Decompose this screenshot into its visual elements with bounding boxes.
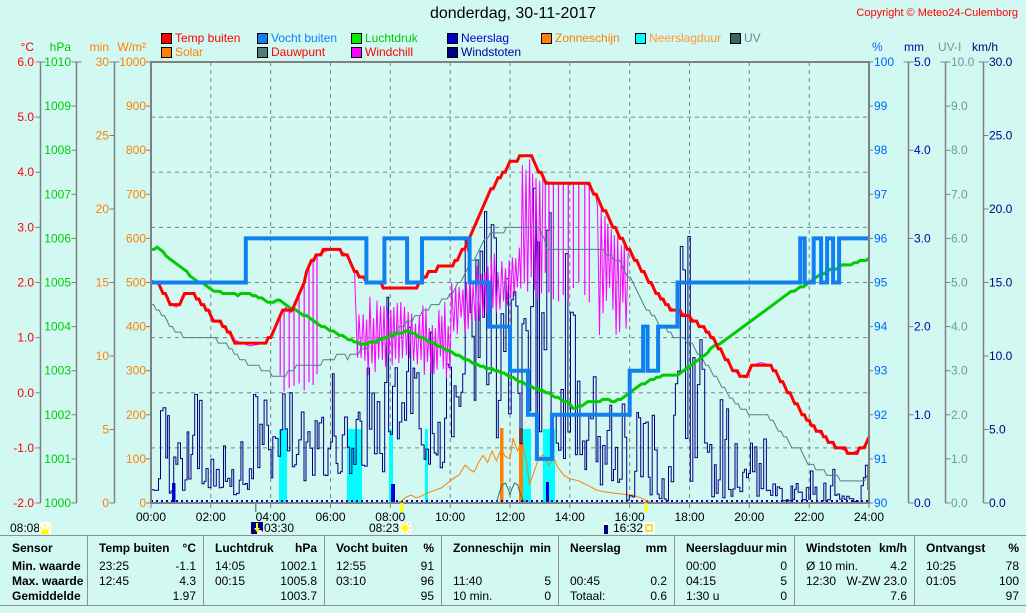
- svg-text:16:00: 16:00: [615, 510, 645, 524]
- svg-text:93: 93: [874, 364, 888, 378]
- svg-text:9.0: 9.0: [951, 99, 968, 113]
- svg-text:92: 92: [874, 408, 888, 422]
- svg-text:24:00: 24:00: [854, 510, 884, 524]
- svg-text:6.0: 6.0: [951, 231, 968, 245]
- svg-text:900: 900: [126, 99, 146, 113]
- svg-text:0: 0: [102, 496, 109, 510]
- svg-text:0.0: 0.0: [17, 386, 34, 400]
- svg-text:0: 0: [139, 496, 146, 510]
- svg-text:98: 98: [874, 143, 888, 157]
- svg-text:4.0: 4.0: [17, 165, 34, 179]
- svg-text:1010: 1010: [44, 55, 71, 69]
- svg-text:30: 30: [96, 55, 110, 69]
- svg-text:8.0: 8.0: [951, 143, 968, 157]
- svg-text:500: 500: [126, 276, 146, 290]
- svg-text:3.0: 3.0: [17, 220, 34, 234]
- svg-text:1002: 1002: [44, 408, 71, 422]
- svg-text:1003: 1003: [44, 364, 71, 378]
- svg-text:3.0: 3.0: [914, 231, 931, 245]
- svg-text:15.0: 15.0: [989, 276, 1013, 290]
- svg-text:25.0: 25.0: [989, 129, 1013, 143]
- svg-text:1006: 1006: [44, 231, 71, 245]
- svg-text:400: 400: [126, 320, 146, 334]
- svg-text:200: 200: [126, 408, 146, 422]
- svg-text:1009: 1009: [44, 99, 71, 113]
- svg-text:1.0: 1.0: [951, 452, 968, 466]
- svg-text:5.0: 5.0: [989, 423, 1006, 437]
- svg-text:300: 300: [126, 364, 146, 378]
- svg-text:22:00: 22:00: [794, 510, 824, 524]
- svg-text:1007: 1007: [44, 187, 71, 201]
- svg-text:14:00: 14:00: [555, 510, 585, 524]
- svg-text:100: 100: [874, 55, 894, 69]
- svg-text:1008: 1008: [44, 143, 71, 157]
- svg-text:12:00: 12:00: [495, 510, 525, 524]
- svg-text:6.0: 6.0: [17, 55, 34, 69]
- svg-text:1004: 1004: [44, 320, 71, 334]
- svg-text:1.0: 1.0: [914, 408, 931, 422]
- svg-text:99: 99: [874, 99, 888, 113]
- svg-text:20: 20: [96, 202, 110, 216]
- svg-text:5.0: 5.0: [951, 276, 968, 290]
- svg-text:700: 700: [126, 187, 146, 201]
- svg-text:1.0: 1.0: [17, 331, 34, 345]
- svg-text:2.0: 2.0: [914, 320, 931, 334]
- svg-text:-2.0: -2.0: [13, 496, 34, 510]
- svg-text:06:00: 06:00: [315, 510, 345, 524]
- svg-text:1001: 1001: [44, 452, 71, 466]
- svg-text:4.0: 4.0: [914, 143, 931, 157]
- svg-text:02:00: 02:00: [196, 510, 226, 524]
- svg-text:4.0: 4.0: [951, 320, 968, 334]
- svg-text:2.0: 2.0: [17, 276, 34, 290]
- svg-text:0.0: 0.0: [989, 496, 1006, 510]
- svg-text:2.0: 2.0: [951, 408, 968, 422]
- svg-text:1000: 1000: [44, 496, 71, 510]
- svg-text:5.0: 5.0: [914, 55, 931, 69]
- svg-text:91: 91: [874, 452, 888, 466]
- svg-text:800: 800: [126, 143, 146, 157]
- svg-text:97: 97: [874, 187, 888, 201]
- svg-text:100: 100: [126, 452, 146, 466]
- svg-text:25: 25: [96, 129, 110, 143]
- svg-text:10.0: 10.0: [989, 349, 1013, 363]
- svg-text:3.0: 3.0: [951, 364, 968, 378]
- svg-text:0.0: 0.0: [951, 496, 968, 510]
- svg-text:20:00: 20:00: [734, 510, 764, 524]
- svg-text:-1.0: -1.0: [13, 441, 34, 455]
- svg-text:5.0: 5.0: [17, 110, 34, 124]
- svg-text:1005: 1005: [44, 276, 71, 290]
- svg-text:600: 600: [126, 231, 146, 245]
- svg-text:04:00: 04:00: [256, 510, 286, 524]
- svg-text:08:00: 08:00: [375, 510, 405, 524]
- svg-text:94: 94: [874, 320, 888, 334]
- svg-text:5: 5: [102, 423, 109, 437]
- svg-text:90: 90: [874, 496, 888, 510]
- svg-text:10.0: 10.0: [951, 55, 975, 69]
- svg-text:00:00: 00:00: [136, 510, 166, 524]
- svg-text:0.0: 0.0: [914, 496, 931, 510]
- svg-text:30.0: 30.0: [989, 55, 1013, 69]
- svg-text:7.0: 7.0: [951, 187, 968, 201]
- svg-text:10: 10: [96, 349, 110, 363]
- svg-text:1000: 1000: [119, 55, 146, 69]
- svg-text:10:00: 10:00: [435, 510, 465, 524]
- svg-text:15: 15: [96, 276, 110, 290]
- svg-text:95: 95: [874, 276, 888, 290]
- svg-text:18:00: 18:00: [674, 510, 704, 524]
- svg-text:20.0: 20.0: [989, 202, 1013, 216]
- svg-text:96: 96: [874, 231, 888, 245]
